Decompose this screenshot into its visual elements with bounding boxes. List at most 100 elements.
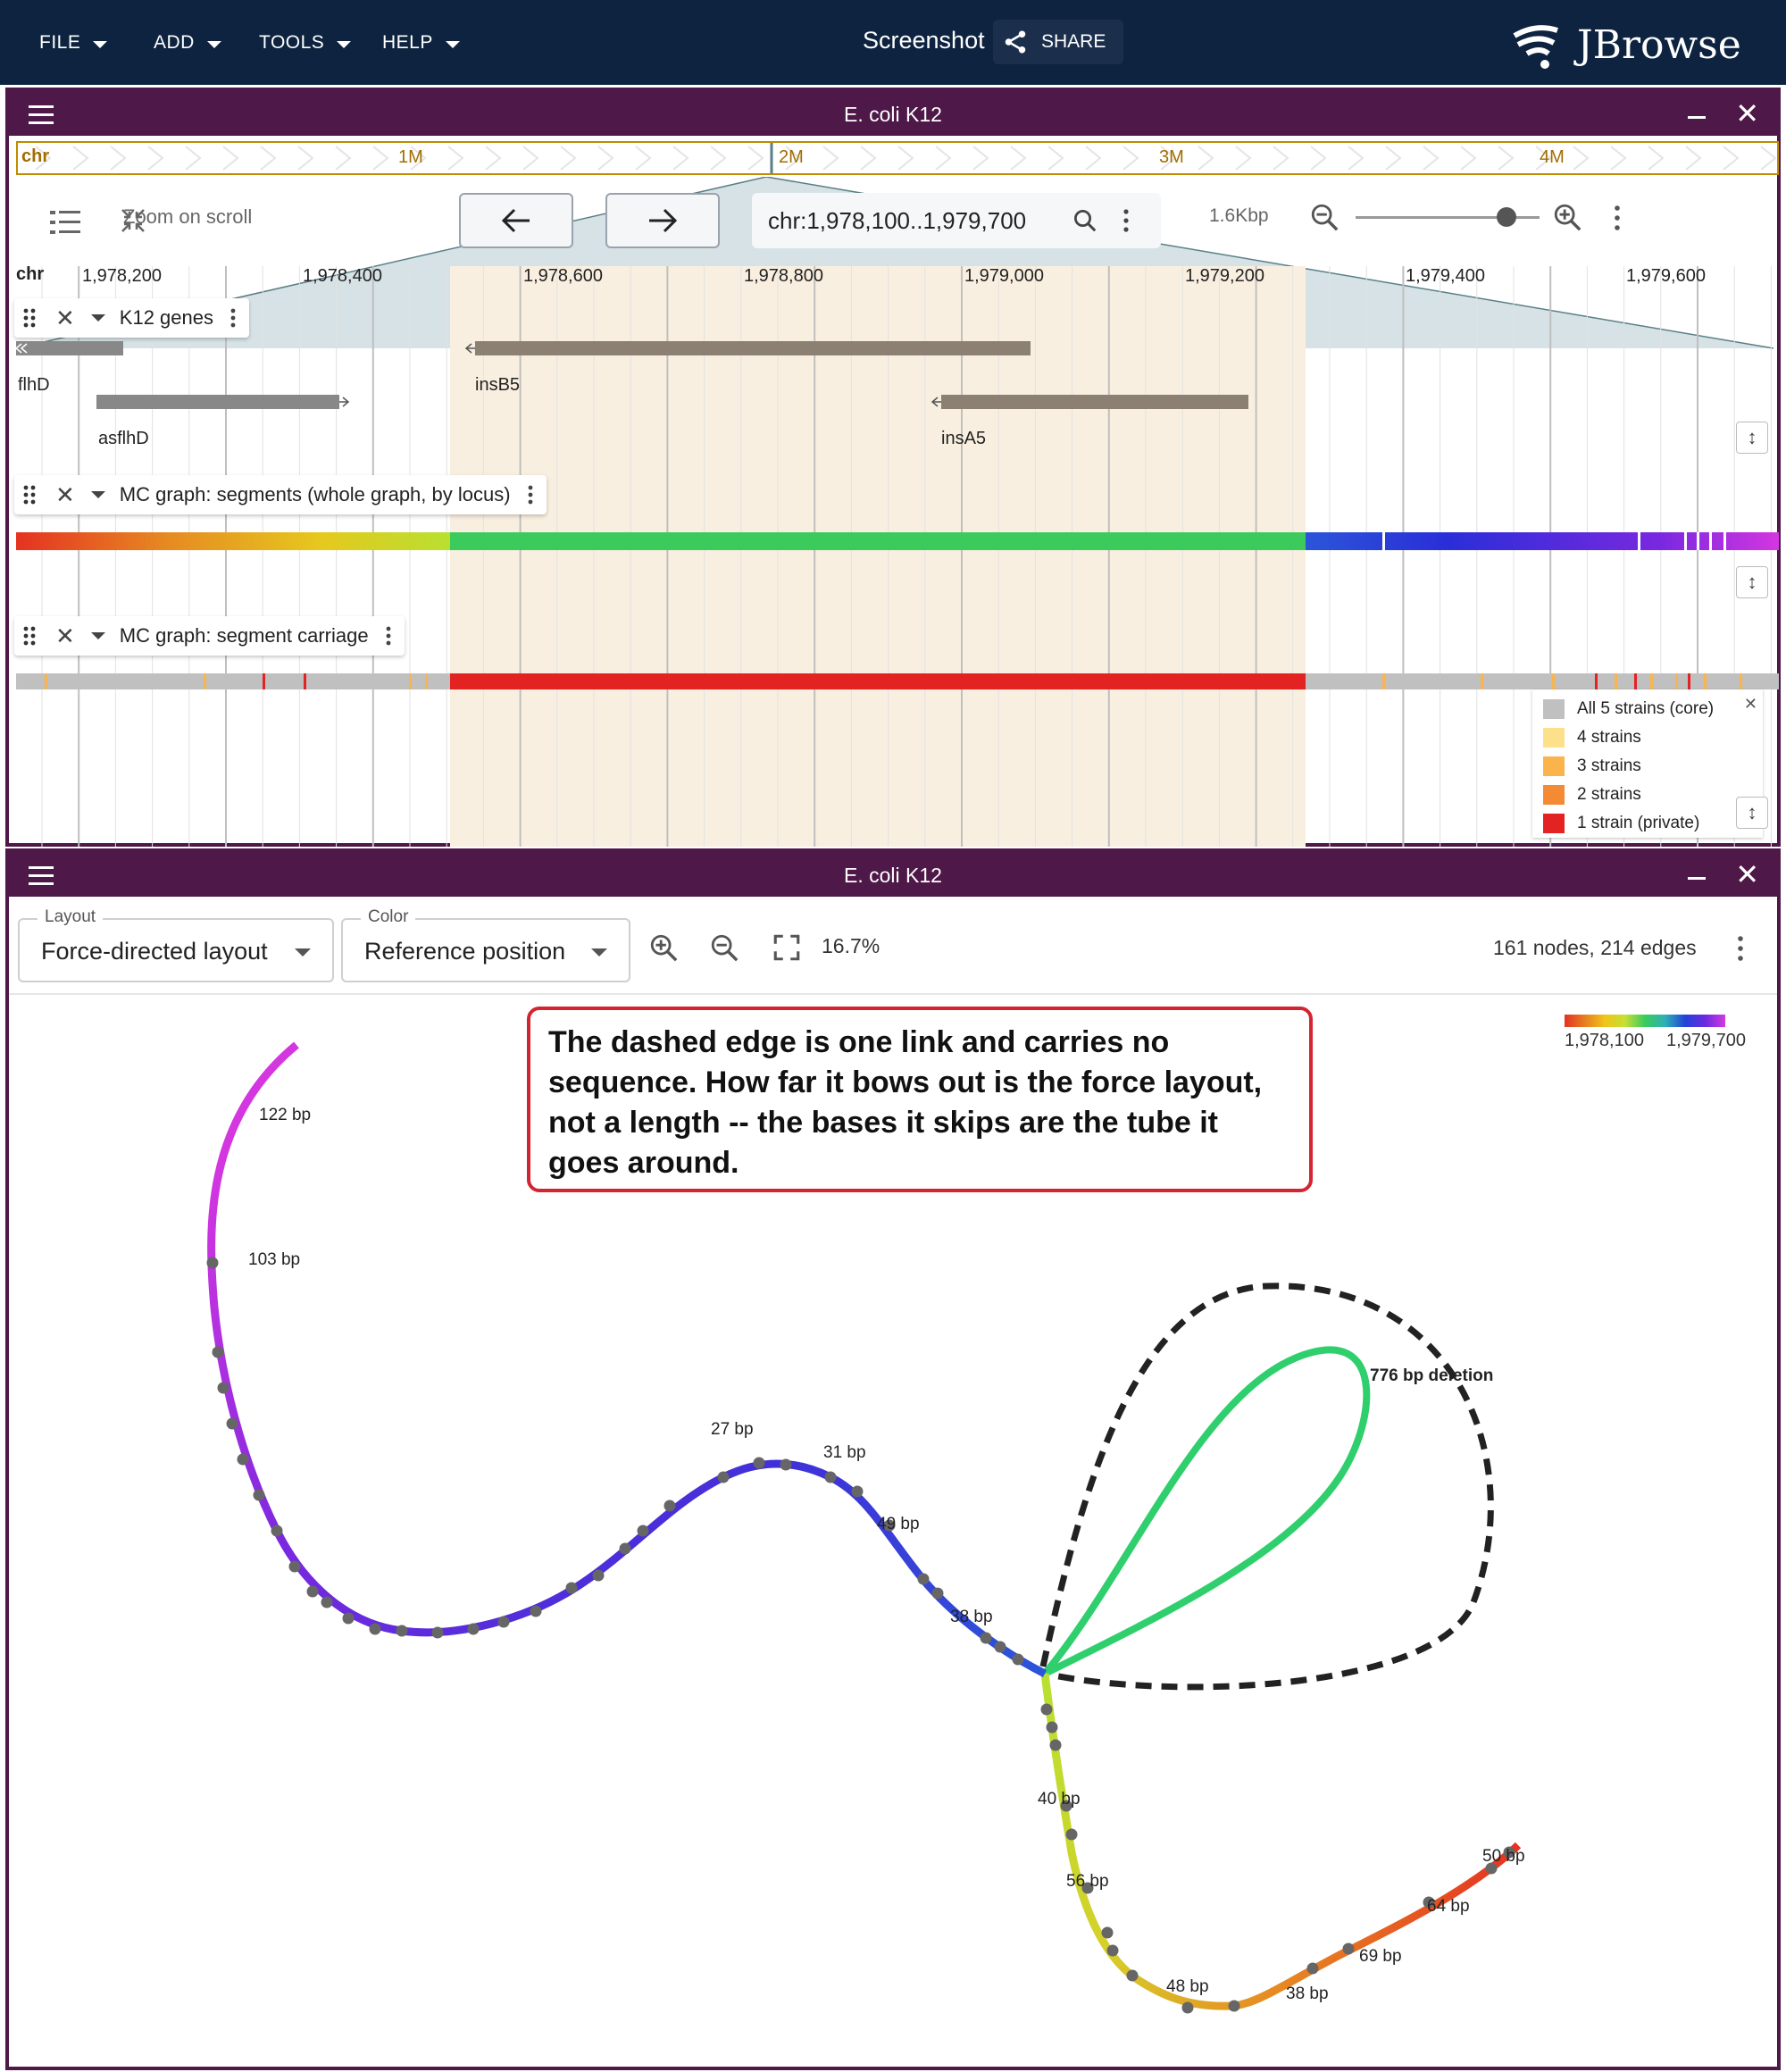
fit-to-screen-icon[interactable] [772, 932, 802, 963]
zoom-on-scroll-label[interactable]: Zoom on scroll [123, 205, 253, 228]
graph-node[interactable] [917, 1573, 930, 1585]
graph-node[interactable] [1503, 1846, 1515, 1859]
track-header-k12-genes[interactable]: ✕ K12 genes [14, 298, 249, 338]
graph-node[interactable] [824, 1471, 837, 1483]
graph-node[interactable] [321, 1596, 333, 1608]
graph-node[interactable] [253, 1489, 265, 1501]
track-resize-handle[interactable]: ↕ [1736, 422, 1768, 454]
graph-node[interactable] [1423, 1896, 1435, 1909]
zoom-out-icon[interactable] [709, 932, 739, 963]
graph-node[interactable] [592, 1569, 605, 1582]
location-search-input[interactable]: chr:1,978,100..1,979,700 [752, 193, 1161, 248]
close-icon[interactable]: ✕ [1735, 858, 1759, 890]
graph-node[interactable] [565, 1582, 578, 1594]
zoom-slider[interactable] [1356, 207, 1540, 227]
graph-node[interactable] [753, 1457, 765, 1469]
graph-node[interactable] [994, 1641, 1006, 1653]
close-track-icon[interactable]: ✕ [55, 622, 75, 649]
view-menu-icon[interactable] [29, 105, 54, 130]
track-selector-icon[interactable] [50, 207, 86, 239]
session-name[interactable]: Screenshot [863, 27, 985, 54]
minimize-icon[interactable] [1688, 116, 1706, 119]
graph-node[interactable] [851, 1485, 864, 1498]
drag-handle-icon[interactable] [23, 307, 36, 329]
tools-menu[interactable]: TOOLS [259, 27, 352, 59]
track-menu-icon[interactable] [385, 625, 392, 647]
gene-asflhD[interactable] [96, 395, 339, 409]
drag-handle-icon[interactable] [23, 625, 36, 647]
add-menu[interactable]: ADD [154, 27, 221, 59]
graph-path-lower[interactable] [1040, 1673, 1522, 2010]
graph-node[interactable] [369, 1623, 381, 1635]
close-track-icon[interactable]: ✕ [55, 304, 75, 331]
zoom-on-scroll-icon[interactable] [120, 207, 146, 234]
graph-node[interactable] [237, 1453, 249, 1466]
graph-node[interactable] [1040, 1703, 1053, 1716]
graph-node[interactable] [306, 1585, 319, 1598]
graph-node[interactable] [217, 1382, 230, 1394]
graph-node[interactable] [431, 1626, 444, 1639]
graph-node[interactable] [342, 1612, 355, 1625]
zoom-out-icon[interactable] [1309, 202, 1340, 232]
segments-by-locus-bar[interactable] [16, 532, 1779, 550]
track-header-mc-carriage[interactable]: ✕ MC graph: segment carriage [14, 616, 405, 656]
close-track-icon[interactable]: ✕ [55, 480, 75, 508]
graph-node[interactable] [1126, 1969, 1139, 1982]
view-more-vert-icon[interactable] [1613, 204, 1622, 232]
file-menu[interactable]: FILE [39, 27, 108, 59]
chevron-down-icon[interactable] [90, 632, 105, 639]
graph-node[interactable] [1060, 1800, 1072, 1812]
graph-node[interactable] [637, 1525, 649, 1537]
graph-node[interactable] [206, 1257, 219, 1269]
chevron-down-icon[interactable] [90, 491, 105, 498]
graph-node[interactable] [530, 1605, 542, 1617]
graph-node[interactable] [467, 1623, 480, 1635]
help-menu[interactable]: HELP [382, 27, 460, 59]
view-menu-icon[interactable] [29, 866, 54, 890]
graph-node[interactable] [497, 1616, 510, 1628]
layout-select[interactable]: Layout Force-directed layout [18, 907, 334, 982]
insertion-loop[interactable] [1041, 1346, 1371, 1677]
graph-node[interactable] [780, 1458, 792, 1471]
graph-node[interactable] [619, 1542, 631, 1555]
graph-more-vert-icon[interactable] [1736, 934, 1745, 963]
graph-node[interactable] [717, 1471, 730, 1483]
pan-left-button[interactable] [459, 193, 573, 248]
gene-insA5[interactable] [941, 395, 1248, 409]
share-button[interactable]: SHARE [993, 20, 1123, 64]
graph-node[interactable] [396, 1625, 408, 1637]
more-vert-icon[interactable] [1122, 207, 1131, 234]
graph-node[interactable] [980, 1632, 992, 1644]
track-header-mc-segments[interactable]: ✕ MC graph: segments (whole graph, by lo… [14, 475, 547, 514]
graph-path-upper[interactable] [207, 1041, 1047, 1678]
track-menu-icon[interactable] [527, 484, 534, 505]
gene-insB5[interactable] [475, 341, 1031, 355]
graph-node[interactable] [1306, 1962, 1319, 1975]
zoom-in-icon[interactable] [648, 932, 679, 963]
track-menu-icon[interactable] [230, 307, 237, 329]
graph-node[interactable] [1181, 2001, 1194, 2014]
graph-node[interactable] [212, 1346, 224, 1358]
graph-canvas[interactable]: 122 bp 103 bp 27 bp 31 bp 49 bp 38 bp 776 bp d… [9, 995, 1777, 2067]
track-resize-handle[interactable]: ↕ [1736, 797, 1768, 829]
close-legend-icon[interactable]: ✕ [1743, 695, 1757, 713]
overview-scale-bar[interactable]: chr 1M 2M 3M 4M [16, 141, 1779, 175]
pan-right-button[interactable] [605, 193, 720, 248]
close-icon[interactable]: ✕ [1735, 97, 1759, 130]
graph-node[interactable] [931, 1587, 944, 1600]
search-icon[interactable] [1072, 207, 1098, 234]
graph-node[interactable] [1106, 1944, 1119, 1957]
deletion-edge[interactable] [1039, 1282, 1494, 1691]
graph-node[interactable] [883, 1519, 896, 1532]
zoom-slider-thumb[interactable] [1496, 207, 1516, 227]
graph-node[interactable] [1081, 1882, 1094, 1894]
drag-handle-icon[interactable] [23, 484, 36, 505]
color-select[interactable]: Color Reference position [341, 907, 630, 982]
graph-node[interactable] [1046, 1721, 1058, 1734]
graph-node[interactable] [1065, 1828, 1078, 1841]
graph-node[interactable] [663, 1500, 676, 1512]
graph-node[interactable] [1012, 1653, 1024, 1666]
graph-node[interactable] [226, 1417, 238, 1430]
gene-flhD[interactable] [16, 341, 123, 355]
zoom-in-icon[interactable] [1552, 202, 1582, 232]
